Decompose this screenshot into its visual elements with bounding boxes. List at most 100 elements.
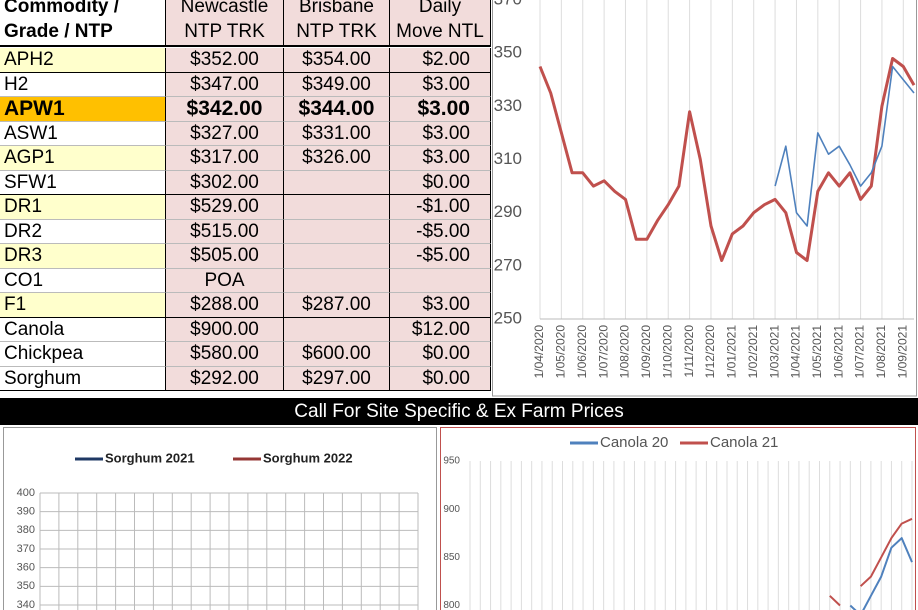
header-text: NTP TRK xyxy=(296,21,377,42)
y-tick-label: 370 xyxy=(494,0,522,8)
grade-cell: CO1 xyxy=(0,268,166,293)
x-tick-label: 1/12/2020 xyxy=(703,325,717,379)
price-cell: $3.00 xyxy=(390,293,491,318)
series-line xyxy=(829,517,913,607)
legend-label: Sorghum 2021 xyxy=(105,450,195,465)
price-cell: $12.00 xyxy=(390,317,491,342)
y-tick-label: 340 xyxy=(17,599,35,610)
price-cell: $292.00 xyxy=(166,366,284,391)
y-tick-label: 370 xyxy=(17,543,35,555)
price-cell xyxy=(284,268,390,293)
price-cell: $600.00 xyxy=(284,342,390,367)
grade-cell: DR1 xyxy=(0,195,166,220)
x-tick-label: 1/08/2021 xyxy=(874,325,888,379)
x-tick-label: 1/11/2020 xyxy=(682,325,696,378)
chart: 800 850 900 950 Canola 20 Canola 21 xyxy=(440,427,916,610)
y-tick-label: 360 xyxy=(17,562,35,574)
x-tick-label: 1/07/2021 xyxy=(853,325,867,379)
price-cell: $352.00 xyxy=(166,48,284,73)
y-tick-label: 350 xyxy=(17,580,35,592)
price-cell: $0.00 xyxy=(390,366,491,391)
price-cell: $3.00 xyxy=(390,146,491,171)
y-tick-label: 270 xyxy=(494,255,522,274)
price-cell: $342.00 xyxy=(166,97,284,122)
grade-cell: DR3 xyxy=(0,244,166,269)
price-cell: -$5.00 xyxy=(390,219,491,244)
grade-cell: F1 xyxy=(0,293,166,318)
price-cell: $344.00 xyxy=(284,97,390,122)
header-cell: Commodity / Grade / NTP xyxy=(0,0,166,47)
header-cell: Newcastle NTP TRK xyxy=(166,0,284,47)
grade-cell: Canola xyxy=(0,317,166,342)
y-tick-label: 350 xyxy=(494,43,522,62)
price-cell: $505.00 xyxy=(166,244,284,269)
grade-cell: ASW1 xyxy=(0,121,166,146)
x-tick-label: 1/07/2020 xyxy=(596,325,610,379)
legend-label: Sorghum 2022 xyxy=(263,450,353,465)
header-text: Grade / NTP xyxy=(4,21,113,42)
y-tick-label: 950 xyxy=(443,456,460,467)
header-cell: Brisbane NTP TRK xyxy=(284,0,390,47)
price-cell xyxy=(284,219,390,244)
price-cell: $331.00 xyxy=(284,121,390,146)
x-tick-label: 1/08/2020 xyxy=(618,325,632,379)
header-text: Move NTL xyxy=(396,21,484,42)
y-tick-label: 330 xyxy=(494,96,522,115)
x-tick-label: 1/04/2021 xyxy=(789,325,803,379)
series-line xyxy=(538,57,916,262)
y-tick-label: 250 xyxy=(494,308,522,327)
price-cell: $327.00 xyxy=(166,121,284,146)
series-line xyxy=(849,537,913,610)
price-cell: -$5.00 xyxy=(390,244,491,269)
x-tick-label: 1/06/2021 xyxy=(831,325,845,379)
banner: Call For Site Specific & Ex Farm Prices xyxy=(0,398,918,425)
header-text: Newcastle xyxy=(180,0,269,17)
price-cell: POA xyxy=(166,268,284,293)
header-text: Brisbane xyxy=(299,0,374,17)
price-cell: $900.00 xyxy=(166,317,284,342)
price-cell xyxy=(284,170,390,195)
price-cell: -$1.00 xyxy=(390,195,491,220)
price-cell: $288.00 xyxy=(166,293,284,318)
grade-cell: H2 xyxy=(0,72,166,97)
x-tick-label: 1/01/2021 xyxy=(725,325,739,379)
price-cell xyxy=(284,195,390,220)
grade-cell: DR2 xyxy=(0,219,166,244)
y-tick-label: 800 xyxy=(443,600,460,610)
x-tick-label: 1/04/2020 xyxy=(532,325,546,379)
grade-cell: Sorghum xyxy=(0,366,166,391)
x-tick-label: 1/02/2021 xyxy=(746,325,760,379)
price-cell: $3.00 xyxy=(390,121,491,146)
chart: 250 270 290 310 330 350 370 1/04/2020 1/05/2020 1… xyxy=(492,0,917,397)
y-tick-label: 380 xyxy=(17,524,35,536)
price-cell: $529.00 xyxy=(166,195,284,220)
price-cell: $302.00 xyxy=(166,170,284,195)
chart: 340 350 360 370 380 390 400 Sorghum 2021 Sorghum… xyxy=(3,427,437,610)
grade-cell: APW1 xyxy=(0,97,166,122)
grade-cell: SFW1 xyxy=(0,170,166,195)
grade-cell: APH2 xyxy=(0,48,166,73)
price-cell: $287.00 xyxy=(284,293,390,318)
x-tick-label: 1/05/2021 xyxy=(810,325,824,379)
grade-cell: Chickpea xyxy=(0,342,166,367)
price-cell: $347.00 xyxy=(166,72,284,97)
x-tick-label: 1/10/2020 xyxy=(660,325,674,379)
header-text: NTP TRK xyxy=(184,21,265,42)
price-cell xyxy=(390,268,491,293)
legend-label: Canola 20 xyxy=(600,434,668,451)
price-cell: $515.00 xyxy=(166,219,284,244)
price-cell: $349.00 xyxy=(284,72,390,97)
legend-label: Canola 21 xyxy=(710,434,778,451)
price-cell: $3.00 xyxy=(390,72,491,97)
y-tick-label: 400 xyxy=(17,487,35,499)
price-cell: $354.00 xyxy=(284,48,390,73)
y-tick-label: 900 xyxy=(443,504,460,515)
x-tick-label: 1/09/2020 xyxy=(639,325,653,379)
x-tick-label: 1/03/2021 xyxy=(767,325,781,379)
grade-cell: AGP1 xyxy=(0,146,166,171)
price-cell: $580.00 xyxy=(166,342,284,367)
x-tick-label: 1/09/2021 xyxy=(895,325,909,379)
price-cell: $0.00 xyxy=(390,342,491,367)
x-tick-label: 1/05/2020 xyxy=(554,325,568,379)
